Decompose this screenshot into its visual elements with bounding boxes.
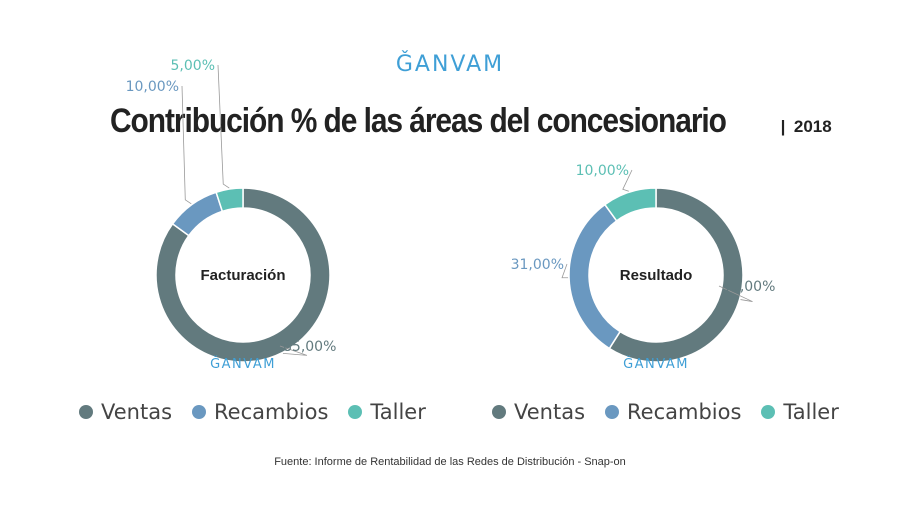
legend-label-taller: Taller [370,400,426,424]
slice-recambios [568,203,622,350]
source-note: Fuente: Informe de Rentabilidad de las R… [274,456,626,468]
legend-item-ventas: Ventas [492,400,585,424]
legend-item-recambios: Recambios [605,400,741,424]
data-label-ventas: 59,00% [722,279,775,295]
leader-line-ventas [279,345,308,356]
slice-taller [215,187,244,213]
slice-recambios [171,191,224,237]
donut-chart-resultado: 59,00% 31,00% 10,00% Resultado ǦANVAM [511,163,776,372]
slice-ventas [155,187,331,363]
data-label-ventas: 85,00% [283,339,336,355]
data-label-taller: 5,00% [171,58,215,74]
leader-line-recambios [181,85,192,205]
leader-line-ventas [718,285,753,302]
legend-label-recambios: Recambios [627,400,742,424]
leader-line-taller [217,64,230,189]
legend-label-taller: Taller [783,400,839,424]
year-separator: | [780,117,786,136]
legend-item-taller: Taller [348,400,426,424]
chart-title: Contribución % de las áreas del concesio… [110,102,727,140]
slice-taller [603,187,657,222]
legend-swatch-ventas [79,405,93,419]
legend-facturacion: Ventas Recambios Taller [79,400,426,424]
legend-label-ventas: Ventas [101,400,173,424]
donut-chart-facturacion: 85,00% 10,00% 5,00% Facturación ǦANVAM [126,58,337,372]
data-label-recambios: 10,00% [126,79,179,95]
donut-center-label: Resultado [620,267,693,284]
legend-label-recambios: Recambios [214,400,329,424]
legend-swatch-recambios [192,405,207,419]
legend-label-ventas: Ventas [514,400,586,424]
legend-swatch-taller [761,405,776,419]
legend-item-recambios: Recambios [192,400,328,424]
legend-swatch-ventas [492,405,506,419]
legend-swatch-recambios [605,405,620,419]
legend-item-taller: Taller [761,400,839,424]
legend-resultado: Ventas Recambios Taller [492,400,839,424]
data-label-taller: 10,00% [576,163,629,179]
ganvam-watermark: ǦANVAM [623,356,689,372]
leader-line-recambios [561,263,569,279]
title-block: Contribución % de las áreas del concesio… [0,102,900,141]
legend-swatch-taller [348,405,363,419]
slice-ventas [608,187,744,363]
chart-year: 2018 [793,117,832,136]
legend-item-ventas: Ventas [79,400,172,424]
leader-line-taller [622,169,633,192]
ganvam-logo: ǦANVAM [395,52,505,77]
donut-center-label: Facturación [200,267,285,284]
ganvam-watermark: ǦANVAM [210,356,276,372]
data-label-recambios: 31,00% [511,257,564,273]
